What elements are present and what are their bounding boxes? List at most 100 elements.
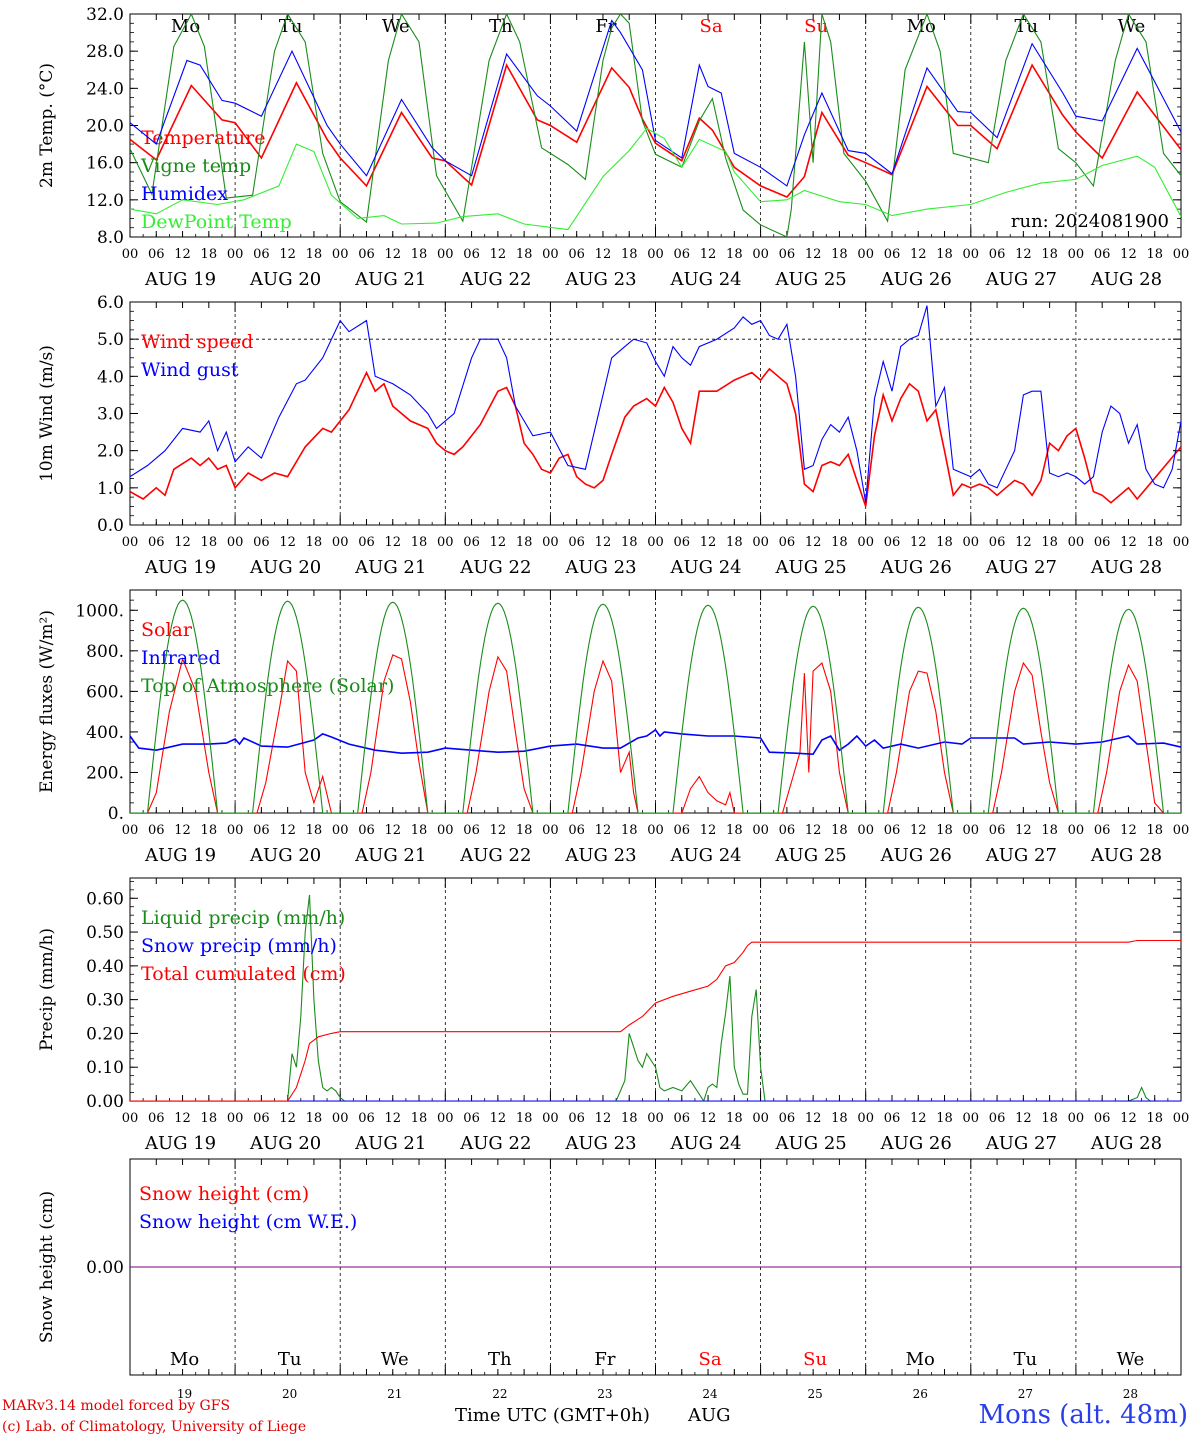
hour-tick-label: 00	[647, 823, 664, 838]
hour-tick-label: 00	[122, 823, 139, 838]
hour-tick-label: 06	[884, 247, 901, 262]
y-tick-label: 32.0	[86, 5, 124, 25]
hour-tick-label: 18	[621, 535, 638, 550]
y-tick-label: 1.0	[97, 479, 124, 499]
hour-tick-label: 00	[963, 535, 980, 550]
hour-tick-label: 06	[463, 535, 480, 550]
hour-tick-label: 00	[1068, 535, 1085, 550]
hour-tick-label: 12	[700, 535, 717, 550]
legend-vigne-temp: Vigne temp	[140, 155, 251, 177]
legend-wind-speed: Wind speed	[141, 331, 253, 353]
hour-tick-label: 12	[910, 535, 927, 550]
date-label: AUG 21	[354, 269, 426, 290]
panel-4: 0.00 0.10 0.20 0.30 0.40 0.50 0.60 Precip (mm/h…	[37, 877, 1189, 1154]
hour-tick-label: 12	[595, 247, 612, 262]
y-tick-label: 0.00	[86, 1258, 124, 1278]
day-number-label: 19	[177, 1387, 192, 1401]
day-name-label: We	[382, 16, 410, 37]
hour-tick-label: 12	[1120, 535, 1137, 550]
hour-tick-label: 00	[122, 1111, 139, 1126]
hour-tick-label: 12	[595, 535, 612, 550]
hour-tick-label: 06	[148, 823, 165, 838]
legend-humidex: Humidex	[141, 183, 228, 205]
series-line-total-cumulated-cm	[130, 939, 1181, 1101]
series-line-infrared	[130, 728, 1181, 756]
date-label: AUG 28	[1090, 269, 1162, 290]
y-tick-label: 20.0	[86, 117, 124, 137]
date-label: AUG 20	[249, 269, 321, 290]
y-tick-label: 8.0	[97, 228, 124, 248]
hour-tick-label: 00	[542, 1111, 559, 1126]
hour-tick-label: 00	[227, 1111, 244, 1126]
date-label: AUG 19	[144, 845, 216, 866]
day-number-label: 20	[282, 1387, 297, 1401]
legend-temperature: Temperature	[141, 127, 265, 149]
day-number-label: 21	[387, 1387, 402, 1401]
hour-tick-label: 12	[279, 247, 296, 262]
hour-tick-label: 00	[122, 535, 139, 550]
day-name-label: Mo	[907, 16, 936, 37]
hour-tick-label: 00	[752, 823, 769, 838]
hour-tick-label: 12	[1120, 1111, 1137, 1126]
panel-2: 0.0 1.0 2.0 3.0 4.0 5.0 6.0 10m Wind (m/s) 00 06 1…	[37, 293, 1189, 578]
hour-tick-label: 18	[726, 247, 743, 262]
y-tick-label: 800.	[86, 642, 124, 662]
date-label: AUG 28	[1090, 557, 1162, 578]
date-label: AUG 23	[564, 845, 636, 866]
date-label: AUG 25	[775, 1133, 847, 1154]
hour-tick-label: 18	[201, 823, 218, 838]
hour-tick-label: 18	[306, 247, 323, 262]
hour-tick-label: 12	[1015, 1111, 1032, 1126]
hour-tick-label: 18	[831, 823, 848, 838]
hour-tick-label: 12	[805, 247, 822, 262]
series-line-solar	[130, 654, 1181, 813]
day-number-label: 26	[913, 1387, 928, 1401]
plot-frame	[129, 301, 1182, 526]
series-line-vigne-temp	[130, 14, 1181, 237]
y-tick-label: 0.20	[86, 1024, 124, 1044]
day-number-label: 24	[702, 1387, 718, 1401]
date-label: AUG 19	[144, 269, 216, 290]
date-label: AUG 23	[564, 557, 636, 578]
day-name-label: Su	[803, 1349, 827, 1370]
hour-tick-label: 06	[358, 535, 375, 550]
hour-tick-label: 12	[910, 1111, 927, 1126]
date-label: AUG 21	[354, 1133, 426, 1154]
model-credit-line-1: MARv3.14 model forced by GFS	[2, 1398, 231, 1414]
date-label: AUG 22	[459, 557, 531, 578]
legend-wind-gust: Wind gust	[141, 359, 239, 381]
hour-tick-label: 00	[647, 247, 664, 262]
hour-tick-label: 06	[989, 1111, 1006, 1126]
hour-tick-label: 06	[253, 1111, 270, 1126]
hour-tick-label: 12	[174, 535, 191, 550]
hour-tick-label: 18	[1146, 535, 1163, 550]
hour-tick-label: 00	[437, 535, 454, 550]
legend-snow-precip-mm-h: Snow precip (mm/h)	[141, 935, 337, 957]
y-tick-label: 16.0	[86, 154, 124, 174]
hour-tick-label: 12	[1015, 823, 1032, 838]
hour-tick-label: 12	[490, 247, 507, 262]
day-name-label: Mo	[170, 1349, 199, 1370]
hour-tick-label: 12	[700, 1111, 717, 1126]
y-tick-label: 0.10	[86, 1058, 124, 1078]
date-label: AUG 20	[249, 557, 321, 578]
date-label: AUG 20	[249, 845, 321, 866]
date-label: AUG 28	[1090, 1133, 1162, 1154]
hour-tick-label: 18	[621, 823, 638, 838]
hour-tick-label: 18	[831, 1111, 848, 1126]
hour-tick-label: 18	[1146, 823, 1163, 838]
date-label: AUG 25	[775, 845, 847, 866]
series-line-temperature	[130, 63, 1181, 198]
y-tick-label: 0.0	[97, 516, 124, 536]
hour-tick-label: 12	[595, 1111, 612, 1126]
hour-tick-label: 00	[752, 247, 769, 262]
series-line-liquid-precip-mm-h	[130, 894, 1181, 1101]
date-label: AUG 26	[880, 845, 952, 866]
hour-tick-label: 06	[989, 247, 1006, 262]
hour-tick-label: 00	[227, 247, 244, 262]
hour-tick-label: 00	[542, 247, 559, 262]
hour-tick-label: 18	[1146, 247, 1163, 262]
hour-tick-label: 00	[647, 535, 664, 550]
hour-tick-label: 00	[1068, 247, 1085, 262]
